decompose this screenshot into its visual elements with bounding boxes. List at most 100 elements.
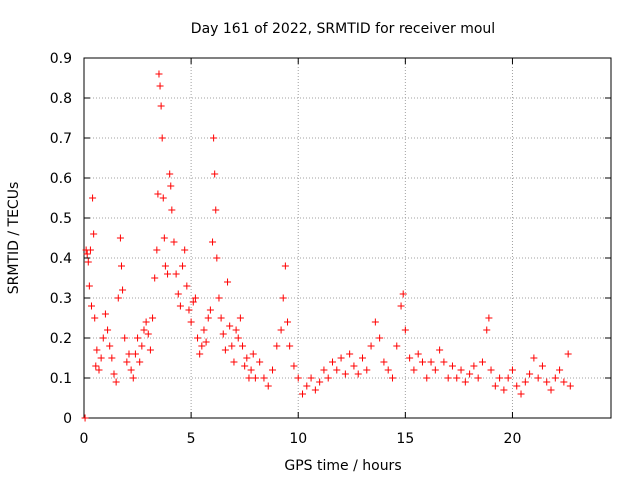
data-point (158, 134, 166, 142)
data-point (166, 170, 174, 178)
chart-title: Day 161 of 2022, SRMTID for receiver mou… (191, 21, 495, 37)
data-point (243, 354, 251, 362)
data-point (91, 314, 99, 322)
data-point (241, 362, 249, 370)
data-point (131, 350, 139, 358)
y-tick-label: 0.2 (50, 331, 72, 347)
grid-layer (84, 58, 611, 418)
data-point (251, 374, 259, 382)
data-point (260, 374, 268, 382)
data-point (167, 182, 175, 190)
data-point (496, 374, 504, 382)
data-point (564, 350, 572, 358)
y-tick-label: 0.5 (50, 211, 72, 227)
y-tick-label: 0.7 (50, 131, 72, 147)
y-tick-label: 0.1 (50, 371, 72, 387)
data-point (154, 190, 162, 198)
data-point (90, 230, 98, 238)
data-point (436, 346, 444, 354)
data-point (101, 310, 109, 318)
data-point (247, 366, 255, 374)
x-axis-label: GPS time / hours (284, 458, 401, 474)
data-point (117, 262, 125, 270)
data-point (329, 358, 337, 366)
data-point (414, 350, 422, 358)
y-axis-label: SRMTID / TECUs (6, 182, 22, 295)
data-point (219, 330, 227, 338)
data-point (164, 270, 172, 278)
data-point (93, 346, 101, 354)
data-point (144, 330, 152, 338)
data-point (346, 350, 354, 358)
data-point (136, 358, 144, 366)
data-point (202, 338, 210, 346)
data-point (401, 326, 409, 334)
data-point (457, 366, 465, 374)
data-point (83, 250, 91, 258)
data-point (230, 358, 238, 366)
data-point (371, 318, 379, 326)
data-point (239, 342, 247, 350)
x-tick-label: 10 (289, 431, 307, 447)
data-point (337, 354, 345, 362)
data-point (157, 102, 165, 110)
data-point (81, 414, 89, 422)
data-point (149, 314, 157, 322)
data-point (354, 370, 362, 378)
data-point (129, 374, 137, 382)
data-point (146, 346, 154, 354)
data-point (478, 358, 486, 366)
data-point (466, 370, 474, 378)
data-point (168, 206, 176, 214)
data-point (303, 382, 311, 390)
data-point (324, 374, 332, 382)
data-point (249, 350, 257, 358)
data-point (530, 354, 538, 362)
data-point (191, 294, 199, 302)
data-point (279, 294, 287, 302)
data-point (299, 390, 307, 398)
data-point (534, 374, 542, 382)
data-point (491, 382, 499, 390)
data-point (384, 366, 392, 374)
data-point (183, 282, 191, 290)
data-point (217, 314, 225, 322)
data-point (221, 346, 229, 354)
y-tick-label: 0.3 (50, 291, 72, 307)
data-point (513, 382, 521, 390)
data-point (418, 358, 426, 366)
data-point (399, 290, 407, 298)
data-point (367, 342, 375, 350)
y-tick-label: 0.6 (50, 171, 72, 187)
data-point (116, 234, 124, 242)
data-point (108, 354, 116, 362)
data-point (213, 254, 221, 262)
plot-frame (83, 57, 612, 419)
data-point (461, 378, 469, 386)
data-point (245, 374, 253, 382)
data-point (521, 378, 529, 386)
x-tick-label: 5 (187, 431, 196, 447)
data-point (485, 314, 493, 322)
data-point (504, 374, 512, 382)
data-point (406, 354, 414, 362)
data-point (204, 314, 212, 322)
data-point (181, 246, 189, 254)
data-point (311, 386, 319, 394)
data-point (176, 302, 184, 310)
data-point (474, 374, 482, 382)
data-point (160, 234, 168, 242)
data-point (196, 350, 204, 358)
data-point (487, 366, 495, 374)
x-tick-label: 20 (504, 431, 522, 447)
data-point (185, 306, 193, 314)
data-point (138, 342, 146, 350)
data-point (212, 206, 220, 214)
data-point (269, 366, 277, 374)
data-point (206, 306, 214, 314)
data-point (560, 378, 568, 386)
data-point (159, 194, 167, 202)
data-point (333, 366, 341, 374)
data-point (151, 274, 159, 282)
